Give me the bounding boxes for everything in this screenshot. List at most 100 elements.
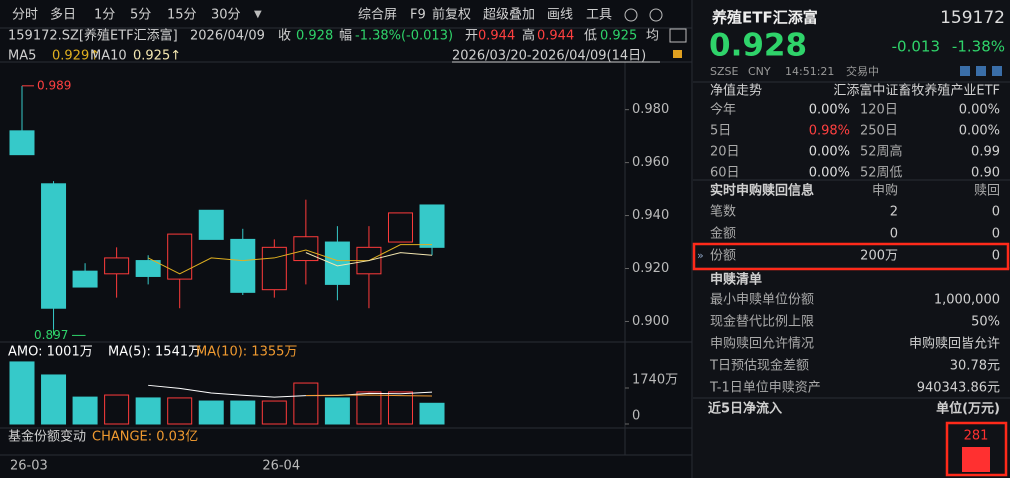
volume-bar [167, 397, 193, 425]
y-tick-label: 0.900 [632, 314, 669, 329]
volume-bar [324, 397, 350, 425]
y-tick-label: 0.920 [632, 261, 669, 276]
tool-icon[interactable] [992, 66, 1002, 76]
row-label: T-1日单位申赎资产 [709, 381, 821, 396]
row-label: 现金替代比例上限 [710, 314, 814, 330]
candle-body [167, 233, 193, 280]
highlight-box [692, 242, 1010, 271]
column-header: 赎回 [974, 184, 1000, 199]
period-tab[interactable]: 分时 [12, 8, 38, 23]
dropdown-icon[interactable]: ▼ [254, 9, 262, 20]
date-range[interactable]: 2026/03/20-2026/04/09(14日) [452, 49, 646, 64]
candle-body [9, 130, 35, 156]
volume-bar [293, 382, 319, 425]
y-tick-label: 0.960 [632, 155, 669, 170]
ma-line [305, 252, 433, 267]
y-tick-label: 1740万 [632, 373, 678, 388]
tool-button[interactable]: F9 [410, 8, 426, 23]
volume-bar [41, 374, 67, 425]
row-value: 0.00% [809, 145, 850, 160]
candle-body [324, 241, 350, 285]
legend-name: MA5 [8, 49, 36, 64]
tool-icon[interactable] [960, 66, 970, 76]
fund-change: CHANGE: 0.03亿 [92, 430, 198, 445]
period-tab[interactable]: 15分 [167, 8, 197, 23]
tool-button[interactable]: 前复权 [432, 7, 471, 23]
period-tab[interactable]: 5分 [130, 8, 151, 23]
section-title: 实时申购赎回信息 [710, 183, 814, 199]
section-title: 申赎清单 [710, 272, 762, 288]
settings-icon[interactable] [624, 8, 638, 22]
window-icon[interactable] [669, 28, 687, 43]
legend-entry: AMO: 1001万 [8, 345, 93, 360]
row-value: 0.98% [809, 124, 850, 139]
field-label: 收 [278, 29, 291, 44]
section-title: 净值走势 [710, 83, 762, 99]
row-label: 20日 [710, 145, 740, 160]
help-icon[interactable] [649, 8, 663, 22]
tool-button[interactable]: 超级叠加 [483, 8, 535, 23]
row-label: 最小申赎单位份额 [710, 293, 814, 308]
field-value: 0.925 [600, 29, 637, 44]
volume-bar [72, 396, 98, 425]
index-name: 汇添富中证畜牧养殖产业ETF [833, 83, 1000, 99]
row-value: 0.99 [971, 145, 1000, 160]
row-value: 0.00% [959, 103, 1000, 118]
period-tab[interactable]: 1分 [94, 8, 115, 23]
x-tick-label: 26-04 [262, 459, 300, 474]
period-tab[interactable]: 多日 [50, 7, 76, 23]
row-value: 1,000,000 [934, 293, 1000, 308]
volume-bar [230, 400, 256, 425]
row-label: 60日 [710, 166, 740, 181]
row-label: 申购赎回允许情况 [710, 336, 814, 352]
change: -0.013 [892, 38, 940, 56]
ma-line [305, 394, 433, 397]
field-value: 0.944 [537, 29, 574, 44]
volume-bar [356, 391, 382, 425]
date: 2026/04/09 [190, 29, 265, 44]
volume-bar [387, 391, 413, 425]
row-value: 50% [971, 315, 1000, 330]
tool-button[interactable]: 工具 [586, 8, 612, 23]
period-tab[interactable]: 30分 [211, 8, 241, 23]
candle-body [198, 209, 224, 240]
row-value: 0 [890, 227, 898, 242]
data-label: 281 [964, 429, 989, 444]
row-label: T日预估现金差额 [709, 358, 809, 374]
expand-icon[interactable]: » [697, 249, 704, 262]
row-value: 0 [992, 205, 1000, 220]
row-value: 0 [992, 249, 1000, 264]
tool-button[interactable]: 画线 [547, 8, 573, 23]
legend-entry: MA(10): 1355万 [196, 345, 297, 360]
inflow-bar [962, 447, 990, 472]
column-header: 申购 [872, 183, 898, 199]
security-code: 159172 [940, 8, 1005, 28]
max-annotation: 0.989 [37, 78, 71, 92]
row-label: 52周高 [860, 144, 903, 160]
row-label: 笔数 [710, 204, 736, 220]
meta: 14:51:21 [785, 65, 834, 78]
security-code: 159172.SZ[养殖ETF汇添富] [8, 28, 178, 44]
legend-name: MA10 [90, 49, 127, 64]
field-label: 幅 [339, 29, 352, 44]
volume-bar [198, 400, 224, 425]
y-tick-label: 0.940 [632, 208, 669, 223]
fund-title: 基金份额变动 [8, 429, 86, 445]
highlight-box [945, 421, 1008, 477]
candle-body [293, 236, 319, 262]
tool-icon[interactable] [976, 66, 986, 76]
y-tick-label: 0.980 [632, 102, 669, 117]
min-annotation: 0.897 [34, 328, 68, 342]
row-value: 0.90 [971, 166, 1000, 181]
tool-button[interactable]: 综合屏 [358, 8, 397, 23]
candle-body [261, 246, 287, 291]
legend-value: 0.929↑ [52, 49, 100, 64]
candle-body [104, 257, 130, 275]
lock-icon[interactable] [673, 50, 682, 58]
unit-label: 单位(万元) [936, 401, 1000, 417]
candle-body [41, 183, 67, 309]
field-label: 低 [584, 29, 597, 44]
meta: 交易中 [846, 64, 879, 78]
row-value: 200万 [860, 249, 898, 264]
